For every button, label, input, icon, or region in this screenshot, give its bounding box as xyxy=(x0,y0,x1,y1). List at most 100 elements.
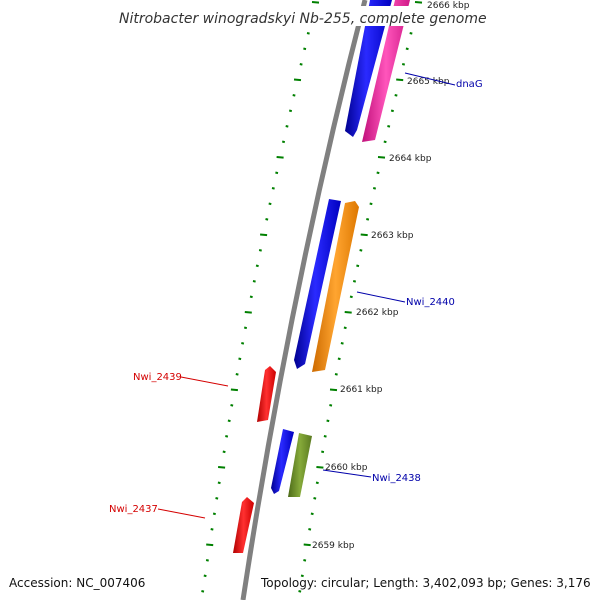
outer-tick-mark xyxy=(308,528,312,531)
inner-tick-mark xyxy=(243,326,248,330)
outer-tick-mark xyxy=(329,388,338,392)
inner-tick-mark xyxy=(218,466,226,469)
inner-tick-mark xyxy=(299,63,303,66)
inner-tick-mark xyxy=(241,342,245,345)
tick-label-2665: 2665 kbp xyxy=(407,77,450,87)
inner-tick-mark xyxy=(206,543,214,547)
inner-tick-mark xyxy=(252,280,256,283)
outer-tick-mark xyxy=(356,264,360,268)
olive-feature-nwi2438 xyxy=(288,433,312,497)
blue-feature-1 xyxy=(345,0,392,137)
outer-tick-mark xyxy=(340,342,344,345)
outer-tick-mark xyxy=(329,404,333,407)
outer-tick-mark xyxy=(377,156,386,159)
inner-tick-mark xyxy=(260,233,268,237)
outer-tick-mark xyxy=(396,78,404,82)
inner-tick-mark xyxy=(201,590,205,593)
outer-tick-mark xyxy=(372,187,377,190)
inner-tick-mark xyxy=(292,94,296,97)
outer-tick-mark xyxy=(409,32,413,35)
outer-tick-mark xyxy=(337,357,341,361)
tick-label-2663: 2663 kbp xyxy=(371,231,414,241)
inner-tick-mark xyxy=(227,419,231,423)
inner-tick-mark xyxy=(265,218,269,221)
inner-tick-mark xyxy=(215,497,219,500)
inner-tick-mark xyxy=(217,481,221,485)
outer-tick-mark xyxy=(321,450,325,454)
leader-nwi2438 xyxy=(322,469,372,478)
inner-tick-mark xyxy=(268,202,272,206)
pink-feature-dnaG xyxy=(362,0,410,142)
outer-tick-mark xyxy=(414,1,423,4)
gene-label-nwi2438[interactable]: Nwi_2438 xyxy=(372,473,421,484)
inner-tick-mark xyxy=(230,388,238,392)
blue-feature-2 xyxy=(294,199,341,369)
orange-feature-nwi2440 xyxy=(312,201,359,372)
outer-tick-mark xyxy=(390,109,394,113)
inner-tick-mark xyxy=(238,357,242,361)
inner-tick-mark xyxy=(306,32,310,35)
inner-tick-mark xyxy=(222,450,226,454)
inner-tick-mark xyxy=(285,125,289,128)
outer-tick-mark xyxy=(369,202,373,206)
tick-label-2662: 2662 kbp xyxy=(356,308,399,318)
inner-tick-mark xyxy=(258,249,262,252)
outer-tick-mark xyxy=(315,481,319,485)
inner-tick-mark xyxy=(225,435,229,438)
inner-tick-mark xyxy=(210,528,214,531)
outer-tick-mark xyxy=(303,559,307,562)
gene-label-nwi2439[interactable]: Nwi_2439 xyxy=(133,372,182,383)
tick-label-2660: 2660 kbp xyxy=(325,463,368,473)
inner-tick-mark xyxy=(271,187,275,190)
gene-label-nwi2437[interactable]: Nwi_2437 xyxy=(109,504,158,515)
tick-label-2664: 2664 kbp xyxy=(389,154,432,164)
tick-label-2666: 2666 kbp xyxy=(427,1,470,11)
outer-tick-mark xyxy=(349,295,353,299)
outer-tick-mark xyxy=(405,47,409,51)
outer-tick-mark xyxy=(352,280,357,283)
inner-tick-mark xyxy=(276,156,284,159)
red-feature-nwi2439 xyxy=(257,366,276,422)
inner-tick-mark xyxy=(293,78,302,82)
tick-label-2661: 2661 kbp xyxy=(340,385,383,395)
inner-tick-mark xyxy=(255,264,259,268)
inner-tick-mark xyxy=(244,311,252,314)
inner-tick-mark xyxy=(230,404,234,407)
gene-label-dnaG[interactable]: dnaG xyxy=(456,79,483,90)
outer-tick-mark xyxy=(366,218,370,221)
outer-tick-mark xyxy=(383,140,387,144)
outer-tick-mark xyxy=(334,373,338,376)
outer-tick-mark xyxy=(313,497,317,500)
inner-tick-mark xyxy=(311,1,320,4)
topology-text: Topology: circular; Length: 3,402,093 bp… xyxy=(260,576,591,590)
outer-tick-mark xyxy=(344,311,352,314)
inner-tick-mark xyxy=(281,140,286,144)
leader-nwi2439 xyxy=(180,376,229,387)
gene-label-nwi2440[interactable]: Nwi_2440 xyxy=(406,297,455,308)
outer-tick-ring xyxy=(298,1,423,593)
outer-tick-mark xyxy=(316,466,324,469)
accession-text: Accession: NC_007406 xyxy=(9,576,145,590)
outer-tick-mark xyxy=(310,512,314,516)
inner-tick-mark xyxy=(212,512,216,516)
inner-tick-mark xyxy=(235,373,239,376)
inner-tick-mark xyxy=(205,559,209,562)
red-feature-nwi2437 xyxy=(233,497,254,553)
outer-tick-mark xyxy=(326,419,330,423)
inner-tick-mark xyxy=(275,171,279,175)
leader-nwi2437 xyxy=(157,508,206,519)
inner-tick-mark xyxy=(203,574,207,578)
tick-label-2659: 2659 kbp xyxy=(312,541,355,551)
genome-backbone xyxy=(240,0,368,600)
outer-tick-mark xyxy=(343,326,347,330)
outer-tick-mark xyxy=(394,94,398,97)
blue-feature-3 xyxy=(271,429,294,494)
outer-tick-mark xyxy=(300,574,304,578)
outer-tick-mark xyxy=(360,233,368,237)
outer-tick-mark xyxy=(298,590,302,593)
inner-tick-mark xyxy=(249,295,253,299)
leader-dnaG xyxy=(404,72,456,86)
outer-tick-mark xyxy=(303,543,311,547)
